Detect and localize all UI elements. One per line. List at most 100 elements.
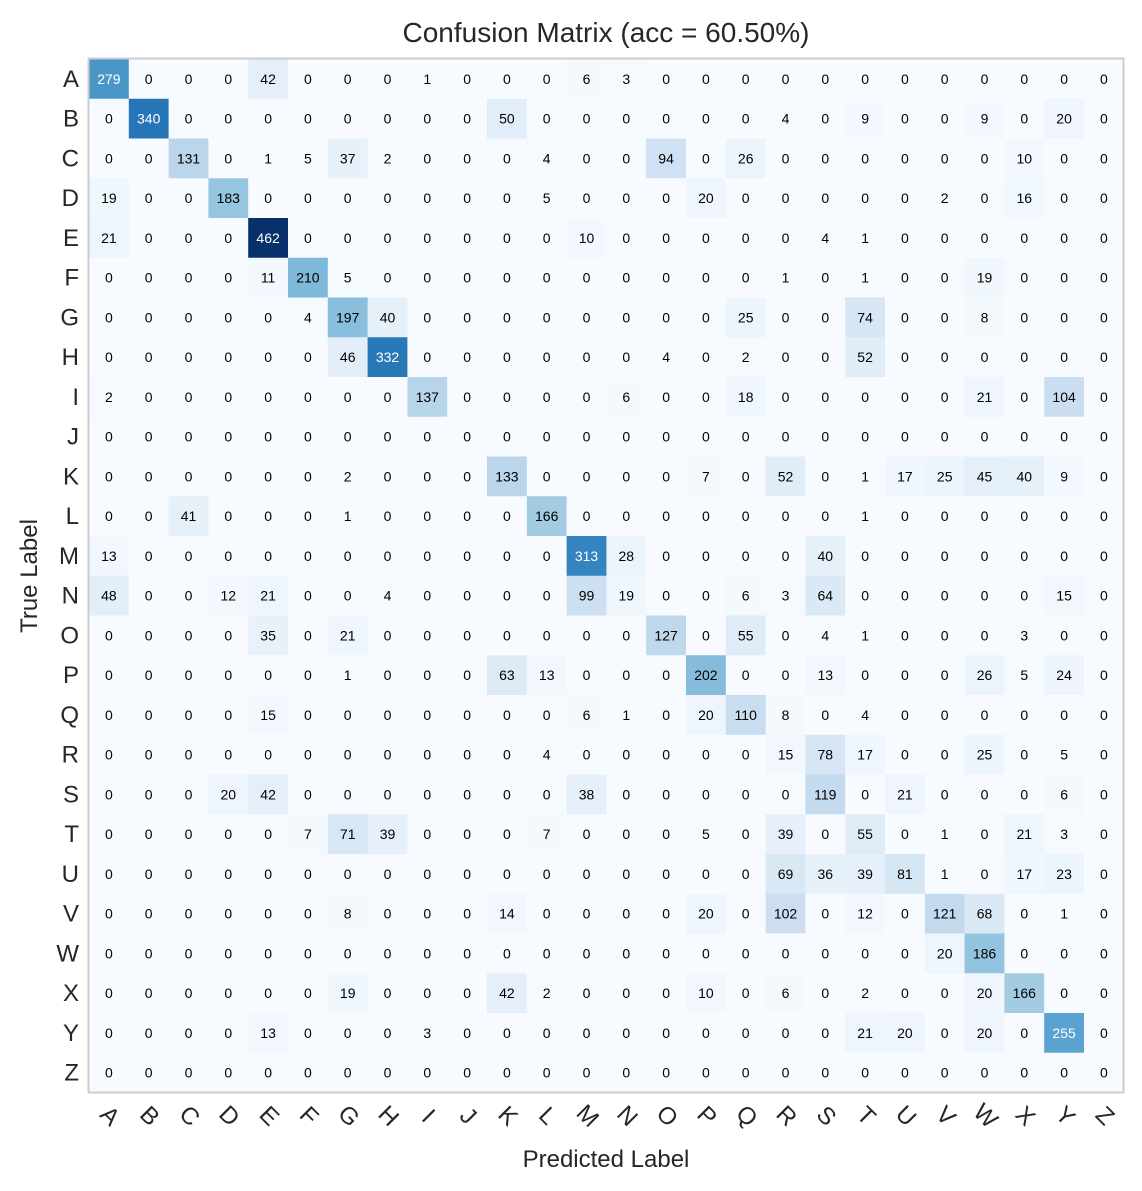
heatmap-cell	[526, 218, 567, 259]
heatmap-cell	[725, 814, 766, 855]
heatmap-cell	[367, 814, 408, 855]
cell-value-label: 1	[1060, 906, 1068, 922]
cell-value-label: 0	[463, 468, 471, 484]
heatmap-cell	[646, 1013, 687, 1054]
heatmap-cell	[487, 297, 528, 338]
cell-value-label: 0	[1100, 1065, 1108, 1081]
heatmap-cell	[407, 695, 448, 736]
cell-value-label: 2	[941, 190, 949, 206]
y-tick-label: E	[63, 225, 79, 252]
cell-value-label: 10	[1017, 150, 1033, 166]
heatmap-cell	[526, 615, 567, 656]
heatmap-cell	[606, 416, 647, 457]
cell-value-label: 0	[503, 1025, 511, 1041]
heatmap-cell	[327, 257, 368, 298]
x-tick-label: Y	[1050, 1101, 1080, 1131]
cell-value-label: 0	[1100, 548, 1108, 564]
heatmap-cell	[288, 456, 329, 497]
cell-value-label: 42	[260, 786, 276, 802]
heatmap-cell	[964, 774, 1005, 815]
heatmap-cell	[487, 734, 528, 775]
cell-value-label: 0	[224, 309, 232, 325]
cell-value-label: 0	[702, 1025, 710, 1041]
heatmap-cell	[128, 297, 169, 338]
cell-value-label: 0	[583, 270, 591, 286]
cell-value-label: 0	[503, 429, 511, 445]
cell-value-label: 0	[264, 945, 272, 961]
cell-value-label: 0	[1020, 230, 1028, 246]
heatmap-cell	[1044, 973, 1085, 1014]
heatmap-cell	[248, 377, 289, 418]
heatmap-cell	[606, 615, 647, 656]
heatmap-cell	[725, 575, 766, 616]
heatmap-cell	[526, 933, 567, 974]
cell-value-label: 0	[503, 945, 511, 961]
heatmap-cell	[248, 1052, 289, 1093]
cell-value-label: 0	[224, 71, 232, 87]
x-tick-label: C	[174, 1101, 205, 1132]
cell-value-label: 0	[622, 747, 630, 763]
cell-value-label: 1	[622, 707, 630, 723]
cell-value-label: 0	[1020, 588, 1028, 604]
cell-value-label: 0	[384, 429, 392, 445]
y-tick-label: G	[60, 304, 79, 331]
heatmap-cell	[288, 98, 329, 139]
cell-value-label: 0	[583, 150, 591, 166]
cell-value-label: 0	[1020, 270, 1028, 286]
heatmap-cell	[686, 218, 727, 259]
heatmap-cell	[89, 893, 130, 934]
heatmap-cell	[1044, 257, 1085, 298]
cell-value-label: 0	[1060, 190, 1068, 206]
cell-value-label: 0	[622, 786, 630, 802]
heatmap-cell	[725, 615, 766, 656]
cell-value-label: 20	[897, 1025, 913, 1041]
heatmap-cell	[89, 496, 130, 537]
cell-value-label: 0	[105, 866, 113, 882]
cell-value-label: 13	[101, 548, 117, 564]
cell-value-label: 0	[423, 588, 431, 604]
heatmap-cell	[526, 98, 567, 139]
heatmap-cell	[447, 496, 488, 537]
heatmap-cell	[1004, 337, 1045, 378]
heatmap-cell	[367, 536, 408, 577]
cell-value-label: 0	[344, 945, 352, 961]
heatmap-cell	[885, 854, 926, 895]
cell-value-label: 133	[495, 468, 519, 484]
cell-value-label: 2	[742, 349, 750, 365]
cell-value-label: 0	[782, 230, 790, 246]
cell-value-label: 0	[1100, 826, 1108, 842]
cell-value-label: 0	[384, 627, 392, 643]
heatmap-cell	[885, 734, 926, 775]
heatmap-cell	[845, 814, 886, 855]
cell-value-label: 19	[977, 270, 993, 286]
cell-value-label: 0	[344, 866, 352, 882]
cell-value-label: 0	[264, 508, 272, 524]
y-tick-label: W	[56, 940, 79, 967]
heatmap-cell	[367, 496, 408, 537]
cell-value-label: 0	[344, 389, 352, 405]
heatmap-cell	[606, 973, 647, 1014]
heatmap-cell	[1004, 893, 1045, 934]
heatmap-cell	[686, 575, 727, 616]
cell-value-label: 20	[937, 945, 953, 961]
heatmap-cell	[845, 59, 886, 100]
cell-value-label: 0	[503, 270, 511, 286]
cell-value-label: 64	[818, 588, 834, 604]
heatmap-cell	[1084, 257, 1125, 298]
heatmap-cell	[686, 893, 727, 934]
heatmap-cell	[765, 854, 806, 895]
cell-value-label: 1	[861, 627, 869, 643]
heatmap-cell	[208, 893, 249, 934]
heatmap-cell	[1084, 933, 1125, 974]
cell-value-label: 38	[579, 786, 595, 802]
heatmap-cell	[128, 973, 169, 1014]
heatmap-cell	[89, 218, 130, 259]
x-tick-label: W	[968, 1099, 1003, 1134]
heatmap-cell	[89, 98, 130, 139]
cell-value-label: 0	[622, 150, 630, 166]
y-tick-label: C	[62, 145, 79, 172]
heatmap-cell	[447, 814, 488, 855]
heatmap-cell	[208, 377, 249, 418]
heatmap-cell	[1004, 257, 1045, 298]
cell-value-label: 52	[778, 468, 794, 484]
